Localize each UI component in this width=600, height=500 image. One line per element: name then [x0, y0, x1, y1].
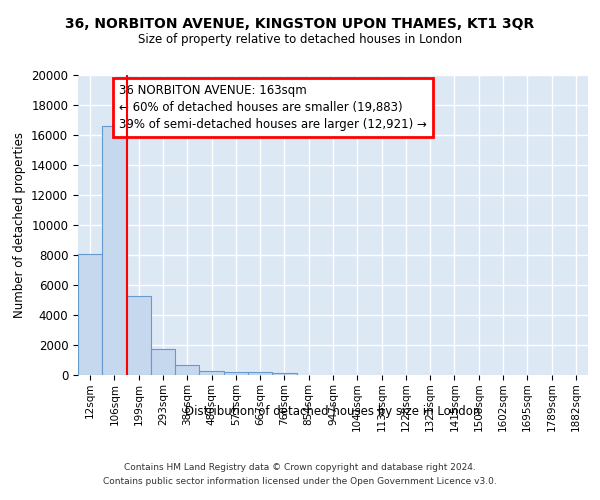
Text: 36, NORBITON AVENUE, KINGSTON UPON THAMES, KT1 3QR: 36, NORBITON AVENUE, KINGSTON UPON THAME…: [65, 18, 535, 32]
Bar: [272, 373, 296, 375]
Bar: [78, 254, 102, 375]
Bar: [175, 364, 199, 375]
Text: Size of property relative to detached houses in London: Size of property relative to detached ho…: [138, 32, 462, 46]
Bar: [127, 296, 151, 375]
Text: Contains public sector information licensed under the Open Government Licence v3: Contains public sector information licen…: [103, 478, 497, 486]
Text: Contains HM Land Registry data © Crown copyright and database right 2024.: Contains HM Land Registry data © Crown c…: [124, 462, 476, 471]
Text: Distribution of detached houses by size in London: Distribution of detached houses by size …: [185, 405, 481, 418]
Text: 36 NORBITON AVENUE: 163sqm
← 60% of detached houses are smaller (19,883)
39% of : 36 NORBITON AVENUE: 163sqm ← 60% of deta…: [119, 84, 427, 131]
Bar: [151, 349, 175, 375]
Bar: [224, 372, 248, 375]
Y-axis label: Number of detached properties: Number of detached properties: [13, 132, 26, 318]
Bar: [199, 370, 224, 375]
Bar: [248, 372, 272, 375]
Bar: [102, 126, 127, 375]
